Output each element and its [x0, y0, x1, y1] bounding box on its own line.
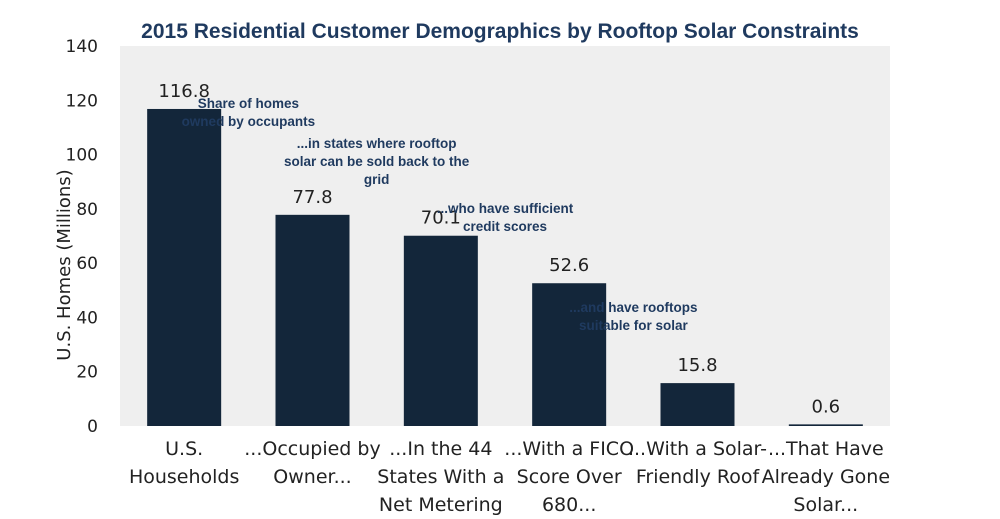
- category-label: ...In the 44: [389, 438, 492, 460]
- category-label: 680...: [542, 494, 596, 516]
- annotation-text: ...and have rooftops: [569, 300, 697, 315]
- category-label: ...That Have: [768, 438, 884, 460]
- annotation-text: ...who have sufficient: [437, 201, 574, 216]
- data-label: 15.8: [677, 355, 717, 376]
- annotation-text: ...in states where rooftop: [297, 136, 457, 151]
- y-tick-label: 40: [76, 308, 98, 328]
- data-label: 116.8: [158, 81, 210, 102]
- data-label: 70.1: [421, 208, 461, 229]
- category-label: Already Gone: [762, 466, 890, 488]
- y-axis-label: U.S. Homes (Millions): [54, 169, 75, 360]
- annotation-text: suitable for solar: [579, 318, 689, 333]
- category-label: U.S.: [165, 438, 203, 460]
- category-label: ...Occupied by: [244, 438, 380, 460]
- y-tick-label: 140: [66, 37, 98, 57]
- chart-title: 2015 Residential Customer Demographics b…: [141, 20, 859, 43]
- annotation-text: grid: [364, 172, 390, 187]
- y-tick-label: 80: [76, 200, 98, 220]
- plot-background: [120, 46, 890, 426]
- category-label: ...With a Solar-: [628, 438, 767, 460]
- y-tick-label: 120: [66, 91, 98, 111]
- category-label: Score Over: [517, 466, 622, 488]
- annotation-text: credit scores: [463, 219, 547, 234]
- y-tick-label: 20: [76, 363, 98, 383]
- category-label: Friendly Roof: [636, 466, 761, 488]
- data-label: 0.6: [812, 396, 841, 417]
- y-tick-label: 100: [66, 146, 98, 166]
- bar: [660, 383, 735, 426]
- bar: [275, 214, 350, 426]
- bar: [403, 235, 478, 426]
- bar: [788, 424, 863, 426]
- category-label: Households: [129, 466, 239, 488]
- y-tick-label: 60: [76, 254, 98, 274]
- category-label: Net Metering: [379, 494, 503, 516]
- category-label: Solar...: [793, 494, 858, 516]
- y-tick-label: 0: [87, 417, 98, 437]
- category-label: ...With a FICO: [504, 438, 634, 460]
- data-label: 77.8: [292, 187, 332, 208]
- category-label: States With a: [377, 466, 504, 488]
- bar: [147, 108, 222, 426]
- annotation-text: Share of homes: [198, 96, 299, 111]
- bar: [532, 283, 607, 426]
- annotation-text: owned by occupants: [182, 114, 316, 129]
- category-label: Owner...: [273, 466, 351, 488]
- annotation-text: solar can be sold back to the: [284, 154, 470, 169]
- data-label: 52.6: [549, 255, 589, 276]
